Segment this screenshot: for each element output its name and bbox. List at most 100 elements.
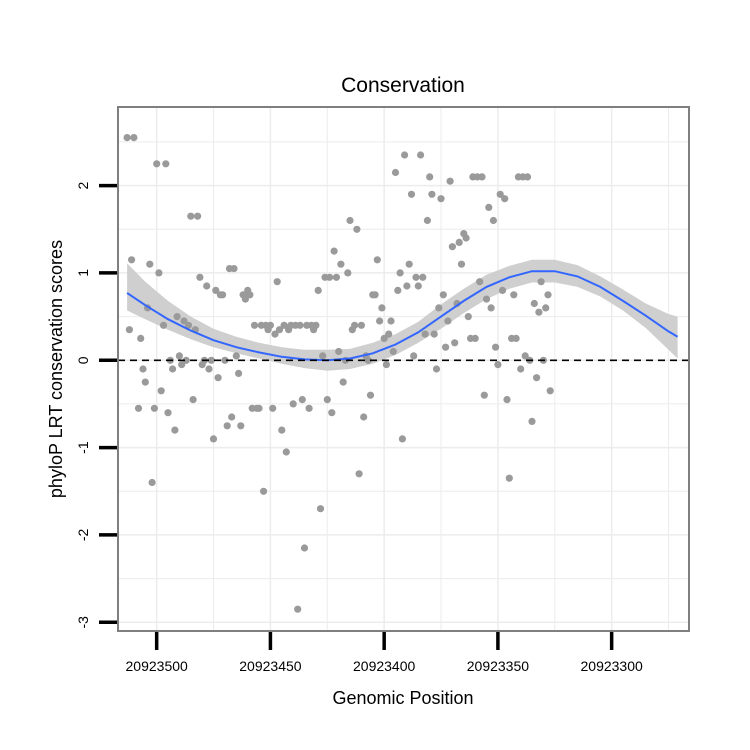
data-point [339, 378, 347, 386]
data-point [498, 286, 507, 294]
data-point [150, 404, 158, 412]
data-point [391, 168, 400, 177]
x-tick-label: 20923450 [239, 658, 302, 674]
grid [118, 107, 689, 631]
data-point [319, 352, 327, 360]
data-point [533, 374, 541, 382]
data-point [337, 260, 345, 268]
data-point [162, 160, 170, 168]
data-point [389, 347, 397, 356]
data-point [435, 304, 443, 312]
data-point [446, 177, 454, 185]
y-tick-label: -3 [75, 616, 91, 629]
data-point [241, 295, 249, 303]
data-point [169, 365, 177, 373]
data-point [489, 216, 497, 225]
data-point [180, 317, 188, 325]
data-point [407, 190, 416, 198]
data-point [328, 409, 336, 417]
data-point [528, 417, 536, 425]
data-point [485, 203, 493, 211]
data-point [530, 299, 538, 308]
data-point [410, 352, 418, 360]
data-point [430, 330, 438, 338]
data-point [405, 260, 413, 268]
data-point [187, 212, 195, 220]
data-point [189, 396, 197, 404]
data-point [398, 435, 406, 443]
plot-frame [117, 106, 690, 632]
data-point [123, 134, 131, 142]
data-point [171, 426, 179, 434]
data-point [296, 321, 304, 329]
data-point [344, 269, 352, 277]
data-point [184, 321, 193, 329]
data-point [376, 317, 384, 325]
data-point [182, 356, 190, 364]
data-point [471, 334, 479, 342]
data-point [346, 216, 354, 225]
data-point [364, 356, 372, 364]
data-point [480, 391, 488, 399]
y-axis-title: phyloP LRT conservation scores [46, 240, 66, 498]
data-point [382, 361, 390, 369]
data-point [503, 396, 511, 404]
data-point [455, 238, 463, 246]
data-point [269, 404, 277, 412]
data-point [326, 273, 334, 281]
data-point [439, 291, 447, 299]
data-point [396, 269, 404, 277]
data-point [457, 260, 466, 268]
y-tick-label: -1 [75, 441, 91, 454]
data-point [492, 343, 500, 351]
data-point [221, 356, 229, 364]
data-point [423, 216, 431, 225]
data-point [271, 330, 279, 338]
data-point [332, 273, 340, 281]
data-point [139, 365, 147, 373]
data-point [275, 326, 284, 334]
data-point [385, 330, 393, 338]
data-point [523, 173, 532, 181]
data-point [230, 265, 238, 273]
data-point [496, 190, 504, 198]
y-tick-label: 0 [75, 356, 91, 364]
data-point [305, 404, 313, 412]
data-point [294, 605, 302, 613]
data-point [357, 321, 365, 329]
data-point [164, 409, 172, 417]
data-point [316, 505, 325, 513]
y-tick-label: -2 [75, 528, 91, 541]
data-point [128, 256, 136, 264]
data-point [428, 190, 436, 198]
data-point [314, 286, 322, 294]
data-point [448, 243, 456, 251]
data-point [146, 260, 154, 268]
data-point [196, 273, 204, 281]
x-axis: 20923500 20923450 20923400 20923350 20923300 [126, 632, 643, 674]
data-point [312, 321, 320, 329]
data-point [282, 448, 290, 456]
data-point [521, 352, 529, 360]
data-point [212, 286, 220, 294]
data-point [437, 195, 445, 203]
data-point [194, 212, 202, 220]
data-point [137, 334, 145, 342]
data-point [510, 291, 518, 299]
data-point [419, 273, 427, 281]
data-point [280, 321, 288, 329]
data-point [223, 422, 231, 430]
data-point [278, 426, 286, 434]
data-point [153, 160, 161, 168]
data-point [178, 361, 186, 369]
data-point [353, 225, 361, 233]
chart-title: Conservation [341, 74, 465, 97]
data-point [155, 269, 163, 277]
data-point [207, 356, 215, 364]
data-point [476, 278, 484, 286]
data-point [125, 326, 133, 334]
data-point [360, 413, 368, 421]
data-point [537, 278, 545, 286]
data-point [542, 304, 550, 312]
data-point [298, 396, 306, 404]
